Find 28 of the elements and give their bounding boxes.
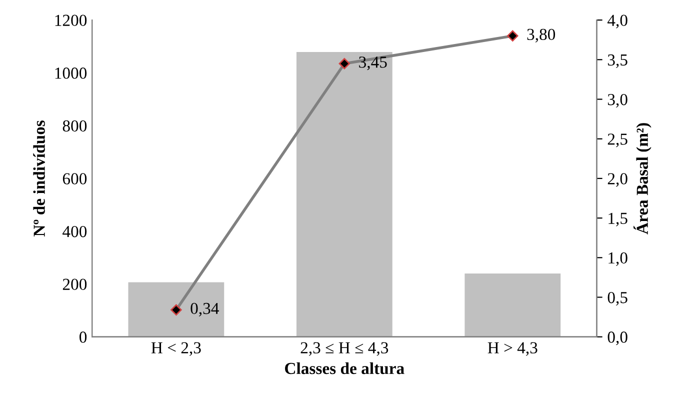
y-axis-title: Nº de indivíduos: [33, 120, 45, 236]
y-tick-label: 200: [62, 278, 87, 290]
y-tick-label: 400: [62, 226, 87, 238]
y2-axis-title: Área Basal (m²): [634, 123, 652, 234]
y2-tick-label: 3,0: [608, 94, 628, 108]
y-tick-label: 1200: [55, 14, 87, 26]
bar: [464, 273, 561, 337]
y2-tick-label: 3,5: [608, 54, 628, 68]
x-tick-label: H < 2,3: [151, 342, 201, 356]
y2-tick-label: 2,0: [608, 173, 628, 187]
bar: [128, 282, 224, 337]
y-tick-label: 600: [62, 173, 87, 184]
x-tick-label: 2,3 ≤ H ≤ 4,3: [300, 342, 388, 356]
y2-tick-label: 0,0: [608, 332, 628, 346]
y-tick-label: 1000: [55, 68, 87, 79]
y2-tick-label: 0,5: [608, 292, 628, 306]
y2-tick-label: 1,0: [608, 252, 628, 266]
bar: [296, 52, 392, 337]
x-tick-label: H > 4,3: [488, 342, 538, 356]
x-axis-title: Classes de altura: [285, 362, 404, 374]
data-label: 3,45: [359, 56, 387, 70]
y2-tick-label: 2,5: [608, 134, 628, 148]
y2-tick-label: 1,5: [608, 212, 628, 226]
y-tick-label: 800: [62, 120, 87, 132]
data-label: 0,34: [190, 302, 219, 316]
data-label: 3,80: [527, 28, 556, 42]
y-tick-label: 0: [80, 332, 87, 343]
y2-tick-label: 4,0: [607, 14, 628, 28]
